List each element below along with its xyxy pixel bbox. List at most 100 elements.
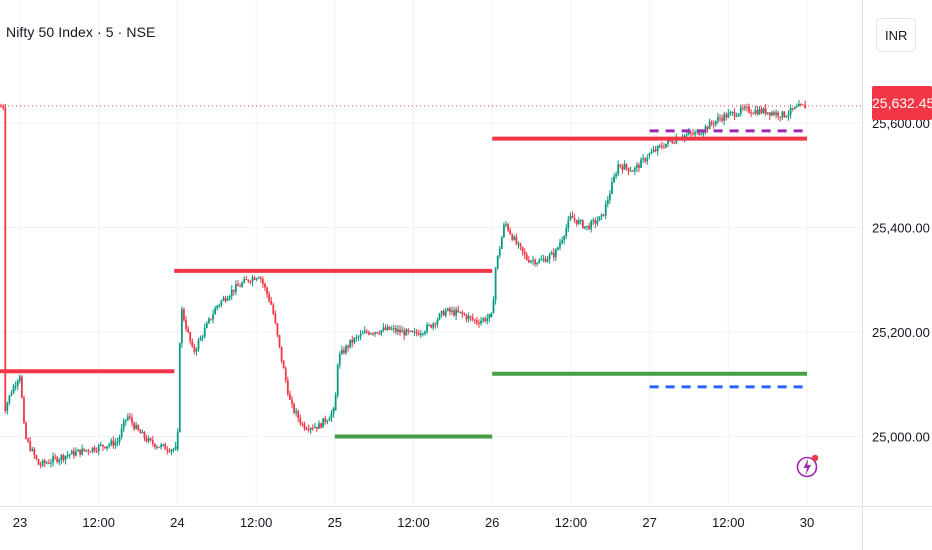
candle-body — [648, 153, 651, 156]
candle-body — [735, 115, 738, 117]
candle-body — [685, 134, 688, 136]
candle-body — [112, 440, 115, 446]
lightning-icon[interactable] — [796, 446, 820, 482]
candle-body — [750, 112, 753, 114]
candle-body — [692, 133, 694, 135]
candle-body — [546, 259, 549, 262]
candle-body — [193, 346, 196, 352]
candle-body — [50, 462, 52, 464]
candle-body — [147, 438, 150, 442]
candle-body — [565, 228, 568, 237]
candle-body — [399, 329, 401, 333]
candle-body — [650, 151, 653, 154]
candle-body — [557, 247, 559, 250]
candle-body — [779, 116, 782, 118]
candle-body — [775, 112, 777, 115]
candle-body — [259, 277, 262, 280]
candle-body — [577, 220, 580, 224]
candle-body — [382, 327, 385, 331]
candle-body — [349, 339, 352, 348]
candle-body — [625, 163, 628, 168]
candle-body — [665, 143, 667, 148]
candle-body — [525, 254, 528, 260]
candle-body — [68, 454, 71, 456]
candle-body — [172, 448, 175, 450]
candle-body — [700, 133, 703, 135]
candle-body — [91, 447, 94, 452]
candle-body — [176, 431, 179, 450]
candle-body — [60, 455, 63, 460]
candle-body — [635, 164, 638, 168]
candle-body — [390, 328, 393, 330]
candle-body — [12, 386, 15, 394]
candle-body — [397, 329, 399, 332]
candle-body — [255, 278, 258, 280]
candle-body — [405, 329, 408, 336]
candle-body — [731, 111, 734, 113]
x-tick-label: 24 — [170, 515, 184, 530]
candle-body — [490, 313, 493, 317]
candle-body — [70, 450, 73, 455]
candle-body — [141, 432, 144, 434]
candle-body — [534, 260, 536, 265]
candle-body — [289, 394, 291, 400]
candle-body — [143, 432, 146, 439]
candle-body — [608, 193, 611, 201]
candle-body — [588, 225, 590, 230]
candle-body — [131, 417, 133, 424]
candle-body — [521, 246, 524, 252]
candle-body — [727, 113, 730, 118]
candle-body — [367, 332, 370, 335]
candle-body — [544, 258, 547, 262]
candle-body — [357, 336, 360, 338]
candle-body — [370, 333, 372, 335]
candle-body — [178, 343, 181, 432]
candle-body — [241, 282, 244, 287]
candle-body — [365, 330, 368, 333]
candle-body — [789, 107, 792, 115]
candle-body — [804, 104, 807, 109]
candle-body — [313, 426, 316, 428]
candle-body — [27, 438, 30, 442]
candle-body — [120, 428, 123, 437]
candle-body — [430, 324, 433, 328]
candle-body — [702, 131, 705, 134]
candle-body — [401, 330, 404, 333]
candle-body — [286, 380, 289, 395]
candle-body — [52, 456, 54, 463]
candle-body — [771, 112, 773, 116]
candle-body — [122, 421, 125, 429]
candle-body — [264, 283, 266, 288]
candle-body — [623, 163, 626, 170]
candle-body — [455, 309, 458, 316]
candle-body — [386, 326, 389, 330]
candle-body — [97, 445, 100, 452]
candle-body — [135, 425, 138, 429]
candle-body — [748, 106, 750, 113]
candle-body — [239, 286, 241, 288]
candle-body — [35, 455, 38, 460]
candle-body — [351, 339, 354, 343]
candle-body — [23, 397, 25, 423]
candle-body — [355, 337, 358, 339]
candle-body — [164, 444, 167, 450]
candle-body — [189, 331, 192, 342]
candle-body — [596, 220, 599, 224]
candle-body — [723, 114, 726, 121]
candle-body — [613, 176, 615, 183]
candle-body — [234, 284, 237, 292]
candle-body — [440, 311, 443, 314]
candle-body — [550, 252, 553, 255]
candle-body — [421, 333, 424, 335]
x-tick-label: 12:00 — [555, 515, 588, 530]
x-tick-label: 27 — [642, 515, 656, 530]
candle-body — [741, 107, 744, 109]
candle-body — [434, 323, 437, 325]
candle-body — [687, 132, 690, 135]
candle-body — [340, 349, 343, 354]
currency-button[interactable]: INR — [876, 18, 916, 52]
candle-body — [667, 140, 669, 144]
candle-body — [205, 323, 208, 328]
candle-body — [629, 170, 632, 172]
